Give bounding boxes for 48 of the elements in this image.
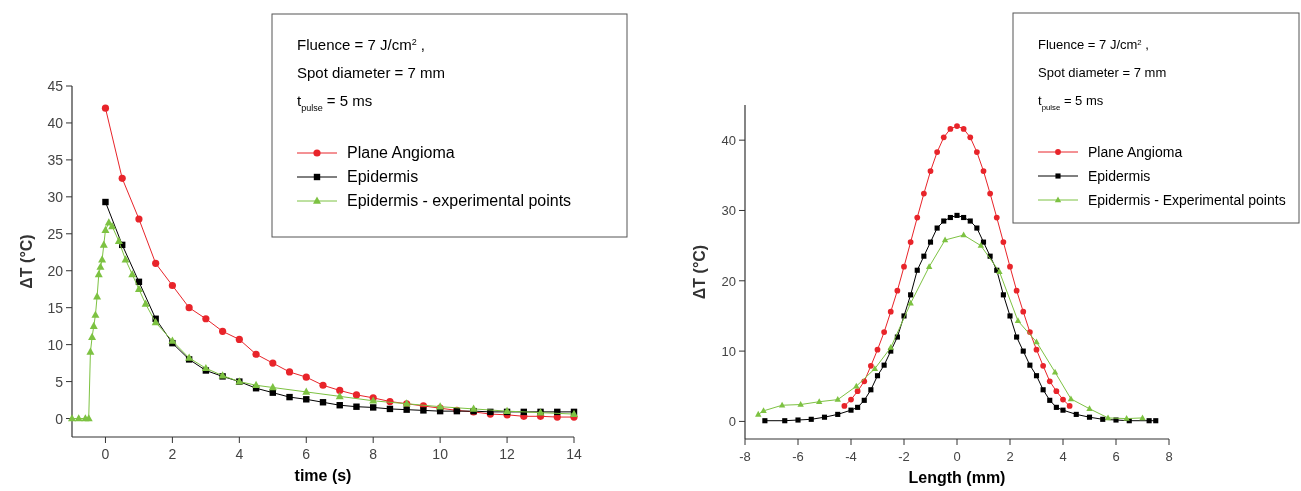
y-tick-label: 10 bbox=[47, 336, 64, 353]
x-tick-label: 0 bbox=[953, 449, 961, 464]
legend-label: Plane Angioma bbox=[347, 144, 455, 161]
y-tick-label: 30 bbox=[47, 188, 64, 205]
y-tick-label: 5 bbox=[55, 373, 64, 390]
legend-label: Epidermis - experimental points bbox=[347, 192, 572, 209]
y-tick-label: 20 bbox=[721, 273, 736, 289]
x-tick-label: 10 bbox=[432, 446, 449, 462]
y-tick-label: 0 bbox=[55, 410, 64, 427]
legend-label: Epidermis bbox=[1088, 168, 1151, 184]
x-axis-title: Length (mm) bbox=[908, 469, 1006, 486]
y-tick-label: 0 bbox=[728, 414, 736, 430]
x-tick-label: 0 bbox=[101, 446, 110, 462]
y-tick-label: 10 bbox=[721, 344, 736, 360]
text: Fluence = 7 J/cm$^{2}$ , bbox=[297, 36, 425, 53]
x-tick-label: 6 bbox=[302, 446, 311, 462]
legend-label: Epidermis bbox=[347, 168, 419, 185]
x-axis-title: time (s) bbox=[294, 467, 352, 484]
x-tick-label: -2 bbox=[898, 449, 910, 464]
y-tick-label: 15 bbox=[47, 299, 64, 316]
annotation: t$_{pulse}$ = 5 ms bbox=[297, 92, 373, 113]
y-tick-label: 25 bbox=[47, 225, 64, 242]
y-tick-label: 30 bbox=[721, 203, 736, 219]
legend-label: Epidermis - Experimental points bbox=[1088, 192, 1286, 208]
x-tick-label: -8 bbox=[739, 449, 751, 464]
annotation: t$_{pulse}$ = 5 ms bbox=[1038, 93, 1104, 112]
x-tick-label: 6 bbox=[1112, 449, 1120, 464]
x-tick-label: 12 bbox=[499, 446, 516, 462]
y-axis-title: ΔT (°C) bbox=[691, 244, 708, 300]
y-tick-label: 20 bbox=[47, 262, 64, 279]
text: Spot diameter = 7 mm bbox=[1038, 65, 1167, 80]
y-tick-label: 35 bbox=[47, 151, 64, 168]
x-tick-label: 8 bbox=[1165, 449, 1173, 464]
text: Fluence = 7 J/cm$^{2}$ , bbox=[1038, 37, 1149, 52]
x-tick-label: 14 bbox=[566, 446, 582, 462]
y-tick-label: 40 bbox=[47, 114, 64, 131]
x-tick-label: 4 bbox=[235, 446, 244, 462]
x-tick-label: -4 bbox=[845, 449, 857, 464]
x-tick-label: 4 bbox=[1059, 449, 1067, 464]
text: Spot diameter = 7 mm bbox=[297, 64, 445, 81]
y-axis-title: ΔT (°C) bbox=[18, 234, 35, 289]
legend-label: Plane Angioma bbox=[1088, 144, 1183, 160]
x-tick-label: 2 bbox=[168, 446, 177, 462]
y-tick-label: 45 bbox=[47, 78, 64, 94]
x-tick-label: -6 bbox=[792, 449, 804, 464]
x-tick-label: 8 bbox=[369, 446, 378, 462]
x-tick-label: 2 bbox=[1006, 449, 1014, 464]
y-tick-label: 40 bbox=[721, 133, 736, 149]
